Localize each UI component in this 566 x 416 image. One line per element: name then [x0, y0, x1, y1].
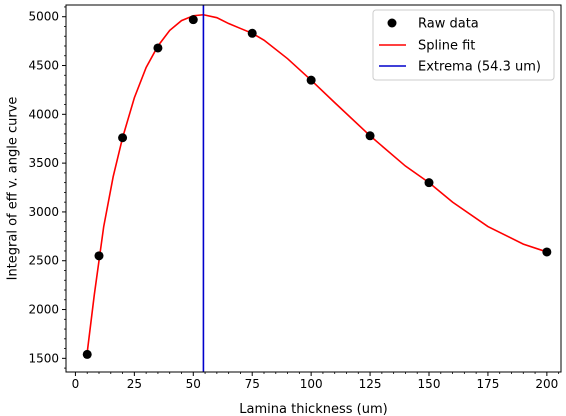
- axis-ticks: 0 25 50 75 100 125 150 175 200 1500 2000 2500 3000 35…: [28, 6, 560, 391]
- raw-data-point: [306, 75, 316, 85]
- raw-data-point: [424, 178, 434, 188]
- y-tick-label: 2500: [28, 254, 59, 268]
- raw-data-point: [94, 251, 104, 261]
- y-tick-label: 2000: [28, 303, 59, 317]
- y-tick-label: 5000: [28, 10, 59, 24]
- legend: Raw data Spline fit Extrema (54.3 um): [372, 9, 555, 81]
- x-tick-label: 50: [186, 377, 201, 391]
- raw-data-point: [247, 28, 257, 38]
- legend-marker-raw-data: [387, 18, 397, 28]
- x-tick-label: 0: [72, 377, 80, 391]
- raw-data-point: [118, 133, 128, 143]
- x-tick-label: 25: [127, 377, 142, 391]
- y-tick-label: 3500: [28, 156, 59, 170]
- legend-label-raw-data: Raw data: [418, 17, 479, 32]
- raw-data-point: [542, 247, 552, 257]
- raw-data-point: [365, 131, 375, 141]
- y-tick-label: 3000: [28, 205, 59, 219]
- x-tick-label: 100: [300, 377, 323, 391]
- raw-data-point: [153, 43, 163, 53]
- x-axis-label: Lamina thickness (um): [239, 402, 387, 416]
- y-axis-label: Integral of eff v. angle curve: [6, 97, 21, 281]
- legend-label-extrema: Extrema (54.3 um): [418, 60, 541, 75]
- legend-box: [372, 9, 555, 81]
- y-tick-label: 4000: [28, 107, 59, 121]
- spline-fit-line: [86, 13, 548, 353]
- y-tick-label: 1500: [28, 351, 59, 365]
- x-tick-label: 75: [245, 377, 260, 391]
- x-tick-label: 200: [535, 377, 558, 391]
- y-tick-label: 4500: [28, 59, 59, 73]
- legend-label-spline-fit: Spline fit: [418, 39, 475, 54]
- plot-frame: [65, 4, 562, 373]
- raw-data-point: [188, 15, 198, 25]
- plot-content: [82, 5, 552, 372]
- raw-data-point: [82, 349, 92, 359]
- x-tick-label: 150: [418, 377, 441, 391]
- x-tick-label: 125: [359, 377, 382, 391]
- x-tick-label: 175: [476, 377, 499, 391]
